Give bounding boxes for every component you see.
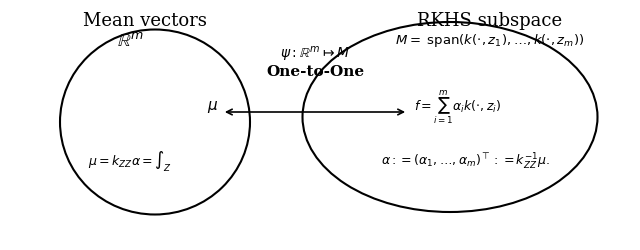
Text: $\alpha := (\alpha_1, \ldots, \alpha_m)^\top := k_{ZZ}^{-1}\mu.$: $\alpha := (\alpha_1, \ldots, \alpha_m)^…: [381, 152, 550, 172]
Text: RKHS subspace: RKHS subspace: [417, 12, 563, 30]
Text: $f = \sum_{i=1}^{m} \alpha_i k(\cdot, z_i)$: $f = \sum_{i=1}^{m} \alpha_i k(\cdot, z_…: [414, 88, 501, 126]
Text: $\psi : \mathbb{R}^m \mapsto M$: $\psi : \mathbb{R}^m \mapsto M$: [280, 46, 350, 64]
Text: $\mathbb{R}^m$: $\mathbb{R}^m$: [116, 32, 143, 50]
Text: Mean vectors: Mean vectors: [83, 12, 207, 30]
Text: $M = \ \mathrm{span}(k(\cdot, z_1), \ldots, k(\cdot, z_m))$: $M = \ \mathrm{span}(k(\cdot, z_1), \ldo…: [396, 32, 585, 49]
Text: One-to-One: One-to-One: [266, 65, 364, 79]
Text: $\mu$: $\mu$: [207, 99, 218, 115]
Text: $\mu = k_{ZZ}\alpha = \int_Z$: $\mu = k_{ZZ}\alpha = \int_Z$: [88, 150, 172, 174]
